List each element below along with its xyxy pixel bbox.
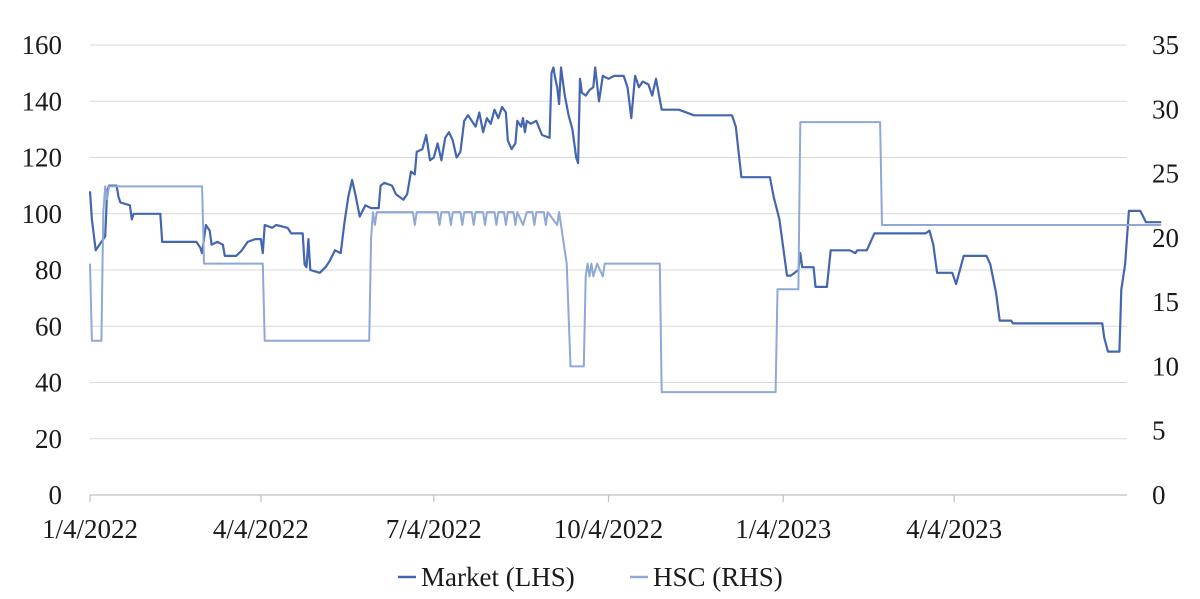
y-right-tick-label: 35 <box>1152 30 1179 60</box>
x-tick-label: 7/4/2022 <box>386 514 482 544</box>
legend: Market (LHS) HSC (RHS) <box>398 562 783 592</box>
y-right-tick-label: 25 <box>1152 159 1179 189</box>
y-left-tick-label: 0 <box>49 480 63 510</box>
x-tick-label: 4/4/2022 <box>213 514 309 544</box>
y-left-tick-label: 100 <box>22 199 63 229</box>
legend-label-hsc: HSC (RHS) <box>653 562 783 592</box>
y-right-tick-label: 10 <box>1152 351 1179 381</box>
y-right-tick-label: 30 <box>1152 94 1179 124</box>
y-right-tick-label: 20 <box>1152 223 1179 253</box>
y-left-tick-label: 80 <box>35 255 62 285</box>
y-left-tick-label: 60 <box>35 311 62 341</box>
x-tick-label: 1/4/2022 <box>42 514 138 544</box>
series-line-market <box>88 66 1162 353</box>
y-left-tick-label: 40 <box>35 368 62 398</box>
y-right-tick-label: 5 <box>1152 416 1166 446</box>
y-left-tick-label: 140 <box>22 86 63 116</box>
gridlines <box>90 44 1127 440</box>
y-left-tick-label: 20 <box>35 424 62 454</box>
y-left-tick-label: 160 <box>22 30 63 60</box>
series-line-hsc <box>89 121 1162 394</box>
axes: 0 20 40 60 80 100 120 140 160 0 5 10 15 20 25 30 35 1/4/2… <box>22 30 1180 544</box>
x-tick-label: 1/4/2023 <box>735 514 831 544</box>
legend-label-market: Market (LHS) <box>421 562 575 592</box>
y-right-tick-label: 0 <box>1152 480 1166 510</box>
x-tick-label: 4/4/2023 <box>906 514 1002 544</box>
y-left-tick-label: 120 <box>22 143 63 173</box>
x-tick-label: 10/4/2022 <box>554 514 664 544</box>
y-right-tick-label: 15 <box>1152 287 1179 317</box>
series-lines <box>88 66 1162 394</box>
